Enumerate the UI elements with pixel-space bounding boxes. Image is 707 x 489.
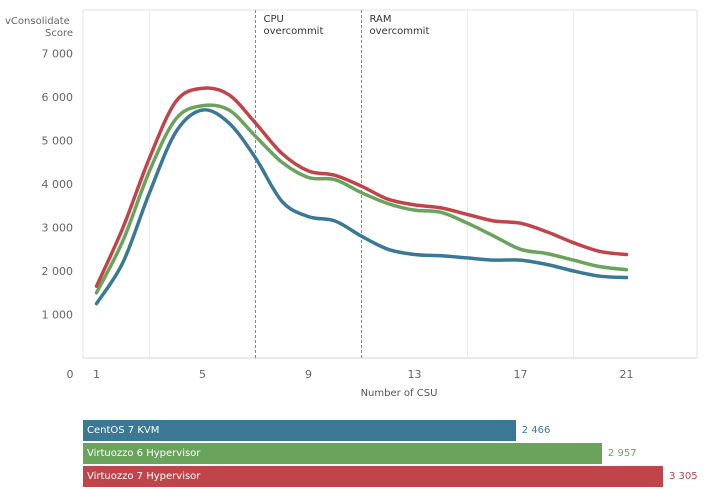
y-tick-label: 3 000 [42,222,74,235]
summary-bar-value: 3 305 [669,471,698,482]
y-tick-label: 2 000 [42,265,74,278]
y-tick-label: 7 000 [42,48,74,61]
x-tick-label: 17 [514,368,528,381]
summary-bar-row: Virtuozzo 7 Hypervisor 3 305 [83,466,703,487]
grid-lines [82,9,698,359]
x-axis-label: Number of CSU [361,388,438,399]
y-axis-label-line-2: Score [45,28,73,39]
y-axis-ticks: 1 000 2 000 3 000 4 000 5 000 6 000 7 000 [42,48,74,322]
summary-bar: Virtuozzo 7 Hypervisor [83,466,663,487]
summary-bar-row: CentOS 7 KVM 2 466 [83,420,703,441]
x-tick-label: 1 [93,368,100,381]
summary-bar-row: Virtuozzo 6 Hypervisor 2 957 [83,443,703,464]
y-tick-label: 5 000 [42,135,74,148]
y-axis-label: vConsolidate Score [5,16,73,39]
y-tick-label: 4 000 [42,178,74,191]
summary-bar-label: Virtuozzo 7 Hypervisor [87,471,201,482]
x-tick-label: 13 [408,368,422,381]
x-tick-label: 21 [620,368,634,381]
y-tick-label: 6 000 [42,91,74,104]
series-line-2 [94,103,629,295]
annotation-label: RAM overcommit [370,14,430,37]
series-line-3 [94,86,629,288]
x-tick-label: 5 [199,368,206,381]
summary-bar-value: 2 466 [521,425,551,436]
summary-bar-value: 2 957 [607,448,637,459]
line-chart: CPU overcommit RAM overcommit 1 000 2 000 3 0… [5,9,698,399]
x-tick-label: 9 [305,368,312,381]
y-tick-label: 1 000 [42,309,74,322]
series-line-1 [94,108,629,306]
summary-bar-label: CentOS 7 KVM [87,425,160,436]
summary-bar-chart: CentOS 7 KVM 2 466 Virtuozzo 6 Hypervisor 2… [83,420,703,489]
summary-bar-label: Virtuozzo 6 Hypervisor [87,448,201,459]
y-axis-label-line-1: vConsolidate [5,16,70,27]
x-axis-ticks: 0 1 5 9 13 17 21 [67,368,634,381]
annotation-label: CPU overcommit [264,14,324,37]
summary-bar: CentOS 7 KVM [83,420,516,441]
x-tick-label: 0 [67,368,74,381]
series-lines [94,86,629,306]
summary-bar: Virtuozzo 6 Hypervisor [83,443,602,464]
overcommit-annotations: CPU overcommit RAM overcommit [255,10,430,358]
